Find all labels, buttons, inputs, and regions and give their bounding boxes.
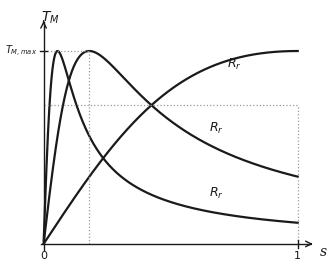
Text: s: s bbox=[319, 245, 327, 259]
Text: $R_r$: $R_r$ bbox=[209, 120, 223, 136]
Text: 0: 0 bbox=[40, 251, 47, 260]
Text: $R_r$: $R_r$ bbox=[226, 57, 241, 72]
Text: $R_r$: $R_r$ bbox=[209, 186, 223, 201]
Text: $T_{M,max}$: $T_{M,max}$ bbox=[5, 43, 37, 59]
Text: 1: 1 bbox=[294, 251, 301, 260]
Text: $T_M$: $T_M$ bbox=[41, 10, 59, 26]
